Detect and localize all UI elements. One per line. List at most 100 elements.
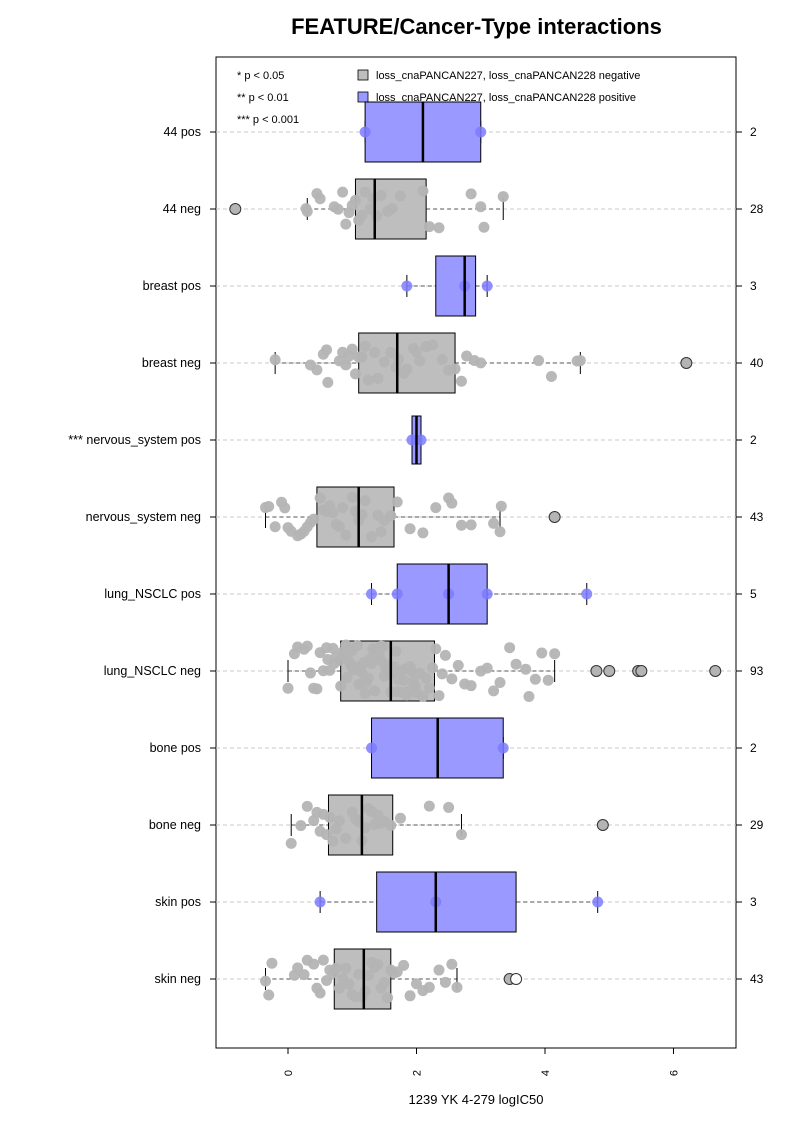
- group-label: 44 neg: [163, 202, 201, 216]
- data-point: [439, 649, 451, 661]
- data-point: [504, 642, 516, 654]
- data-point: [520, 663, 532, 675]
- data-point: [488, 685, 500, 697]
- group-label: breast pos: [143, 279, 201, 293]
- data-point: [436, 353, 448, 365]
- group-label: skin neg: [154, 972, 201, 986]
- group-label: 44 pos: [163, 125, 201, 139]
- data-point: [301, 800, 313, 812]
- x-axis-title: 1239 YK 4-279 logIC50: [408, 1092, 544, 1107]
- data-point: [359, 985, 371, 997]
- data-point: [423, 800, 435, 812]
- data-point: [356, 666, 368, 678]
- group-label: skin pos: [155, 895, 201, 909]
- data-point: [314, 896, 326, 908]
- data-point: [375, 189, 387, 201]
- group-count: 43: [750, 510, 764, 524]
- data-point: [362, 969, 374, 981]
- data-point: [523, 691, 535, 703]
- x-tick-label: 2: [412, 1070, 424, 1076]
- data-point: [494, 677, 506, 689]
- data-point: [364, 203, 376, 215]
- legend-swatch: [357, 69, 369, 81]
- data-point: [266, 957, 278, 969]
- data-point: [359, 186, 371, 198]
- data-point: [452, 659, 464, 671]
- data-point: [375, 640, 387, 652]
- group-count: 3: [750, 895, 757, 909]
- data-point: [423, 682, 435, 694]
- data-point: [335, 680, 347, 692]
- data-point: [372, 958, 384, 970]
- data-point: [430, 643, 442, 655]
- data-point: [404, 523, 416, 535]
- group-label: bone pos: [150, 741, 201, 755]
- data-point: [341, 671, 353, 683]
- data-point: [401, 363, 413, 375]
- data-point: [269, 354, 281, 366]
- data-point: [581, 588, 593, 600]
- data-point: [340, 962, 352, 974]
- chart-title: FEATURE/Cancer-Type interactions: [291, 14, 662, 39]
- data-point: [439, 976, 451, 988]
- group-label: lung_NSCLC neg: [104, 664, 201, 678]
- data-point: [375, 817, 387, 829]
- data-point: [311, 683, 323, 695]
- data-point: [494, 526, 506, 538]
- data-point: [401, 280, 413, 292]
- data-point: [343, 978, 355, 990]
- data-point: [481, 280, 493, 292]
- data-point: [549, 648, 561, 660]
- data-point: [451, 981, 463, 993]
- significance-legend-item: *** p < 0.001: [237, 114, 299, 126]
- data-point: [455, 519, 467, 531]
- data-point: [337, 502, 349, 514]
- data-point: [404, 990, 416, 1002]
- data-point: [346, 491, 358, 503]
- outlier-point: [680, 357, 693, 369]
- group-count: 3: [750, 279, 757, 293]
- x-tick-label: 4: [540, 1070, 552, 1076]
- data-point: [301, 205, 313, 217]
- data-point: [285, 837, 297, 849]
- data-point: [497, 191, 509, 203]
- data-point: [314, 492, 326, 504]
- data-point: [366, 588, 378, 600]
- group-count: 28: [750, 202, 764, 216]
- data-point: [362, 374, 374, 386]
- data-point: [359, 495, 371, 507]
- significance-legend-item: * p < 0.05: [237, 70, 284, 82]
- data-point: [321, 344, 333, 356]
- data-point: [446, 958, 458, 970]
- data-point: [333, 520, 345, 532]
- data-point: [393, 353, 405, 365]
- data-point: [337, 186, 349, 198]
- data-point: [475, 126, 487, 138]
- data-point: [263, 500, 275, 512]
- outlier-point: [510, 973, 523, 985]
- data-point: [533, 355, 545, 367]
- data-point: [356, 209, 368, 221]
- legend-swatch: [357, 91, 369, 103]
- data-point: [427, 662, 439, 674]
- data-point: [423, 221, 435, 233]
- data-point: [592, 896, 604, 908]
- data-point: [343, 655, 355, 667]
- data-point: [314, 987, 326, 999]
- data-point: [359, 687, 371, 699]
- data-point: [349, 194, 361, 206]
- data-point: [385, 819, 397, 831]
- data-point: [324, 811, 336, 823]
- data-point: [433, 690, 445, 702]
- data-point: [356, 351, 368, 363]
- group-count: 40: [750, 356, 764, 370]
- data-point: [279, 502, 291, 514]
- outlier-point: [709, 665, 722, 677]
- data-point: [497, 742, 509, 754]
- data-point: [436, 668, 448, 680]
- data-point: [385, 510, 397, 522]
- data-point: [295, 820, 307, 832]
- data-point: [263, 989, 275, 1001]
- data-point: [311, 364, 323, 376]
